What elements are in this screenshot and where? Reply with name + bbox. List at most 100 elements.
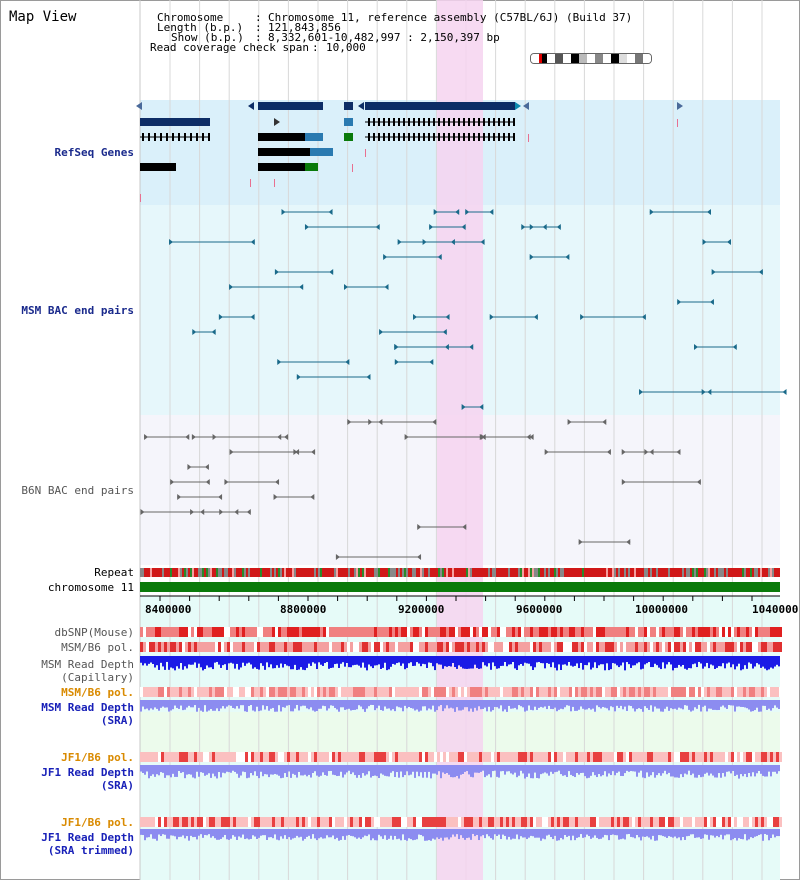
polymorphism-cell (290, 642, 293, 652)
read-depth-bar (194, 765, 196, 779)
read-depth-bar (626, 700, 628, 711)
read-depth-bar (736, 700, 738, 707)
read-depth-bar (616, 656, 618, 666)
read-depth-bar (156, 656, 158, 666)
chromosome-ideogram[interactable] (530, 53, 652, 64)
repeat-block (348, 568, 350, 577)
polymorphism-cell (587, 817, 590, 827)
read-depth-bar (160, 656, 162, 663)
read-depth-bar (500, 656, 502, 666)
read-depth-bar (612, 765, 614, 772)
read-depth-bar (178, 700, 180, 709)
track-label-refseq[interactable]: RefSeq Genes (54, 146, 134, 159)
repeat-block (422, 568, 424, 577)
read-depth-bar (664, 829, 666, 837)
repeat-block (632, 568, 634, 577)
bac-end (606, 449, 611, 455)
polymorphism-cell (494, 642, 497, 652)
read-depth-bar (534, 656, 536, 668)
read-depth-bar (300, 700, 302, 707)
gene-feature (140, 118, 210, 126)
read-depth-bar (626, 765, 628, 771)
read-depth-bar (450, 829, 452, 838)
read-depth-bar (658, 829, 660, 836)
polymorphism-cell (221, 752, 224, 762)
repeat-block (416, 568, 418, 577)
read-depth-bar (226, 700, 228, 707)
polymorphism-cell (758, 752, 761, 762)
polymorphism-cell (560, 687, 563, 697)
read-depth-bar (630, 700, 632, 707)
read-depth-bar (620, 765, 622, 776)
read-depth-bar (254, 765, 256, 772)
read-depth-bar (542, 765, 544, 774)
repeat-block (666, 568, 668, 577)
read-depth-bar (748, 829, 750, 840)
read-depth-bar (634, 700, 636, 712)
repeat-block (754, 568, 756, 577)
repeat-block (316, 568, 318, 577)
polymorphism-cell (701, 752, 704, 762)
polymorphism-cell (236, 752, 239, 762)
track-label-msm-bac[interactable]: MSM BAC end pairs (21, 304, 134, 317)
polymorphism-cell (170, 627, 173, 637)
polymorphism-cell (404, 752, 407, 762)
read-depth-bar (772, 765, 774, 772)
polymorphism-cell (164, 642, 167, 652)
polymorphism-cell (338, 817, 341, 827)
read-depth-bar (406, 656, 408, 668)
polymorphism-cell (170, 817, 173, 827)
read-depth-bar (446, 656, 448, 667)
read-depth-bar (242, 829, 244, 835)
polymorphism-cell (674, 627, 677, 637)
read-depth-bar (522, 700, 524, 708)
polymorphism-cell (173, 642, 176, 652)
read-depth-bar (714, 765, 716, 778)
polymorphism-cell (539, 627, 542, 637)
polymorphism-cell (296, 687, 299, 697)
polymorphism-cell (218, 627, 221, 637)
repeat-block (674, 568, 676, 577)
polymorphism-cell (671, 752, 674, 762)
read-depth-bar (600, 700, 602, 709)
read-depth-bar (174, 656, 176, 671)
polymorphism-cell (599, 817, 602, 827)
ideogram-band (635, 54, 643, 63)
read-depth-bar (548, 656, 550, 664)
polymorphism-cell (521, 642, 524, 652)
read-depth-bar (322, 829, 324, 839)
polymorphism-cell (203, 817, 206, 827)
polymorphism-cell (266, 687, 269, 697)
polymorphism-cell (344, 627, 347, 637)
ideogram-band (619, 54, 627, 63)
repeat-block (242, 568, 244, 577)
polymorphism-cell (401, 817, 404, 827)
read-depth-bar (584, 700, 586, 710)
bac-end (375, 224, 380, 230)
track-label-b6n-bac[interactable]: B6N BAC end pairs (21, 484, 134, 497)
repeat-block (168, 568, 170, 577)
gene-mark (140, 194, 141, 202)
repeat-block (442, 568, 444, 577)
read-depth-bar (546, 765, 548, 774)
read-depth-bar (188, 656, 190, 665)
read-depth-bar (246, 765, 248, 779)
read-depth-bar (516, 656, 518, 670)
repeat-block (568, 568, 570, 577)
read-depth-bar (600, 765, 602, 777)
read-depth-bar (206, 829, 208, 836)
read-depth-bar (552, 700, 554, 710)
polymorphism-cell (536, 752, 539, 762)
read-depth-bar (214, 829, 216, 839)
read-depth-bar (698, 829, 700, 838)
repeat-block (552, 568, 554, 577)
polymorphism-cell (146, 817, 149, 827)
repeat-block (470, 568, 472, 577)
polymorphism-cell (164, 627, 167, 637)
read-depth-bar (420, 765, 422, 773)
read-depth-bar (746, 656, 748, 669)
polymorphism-cell (359, 642, 362, 652)
polymorphism-cell (776, 687, 779, 697)
polymorphism-cell (392, 752, 395, 762)
